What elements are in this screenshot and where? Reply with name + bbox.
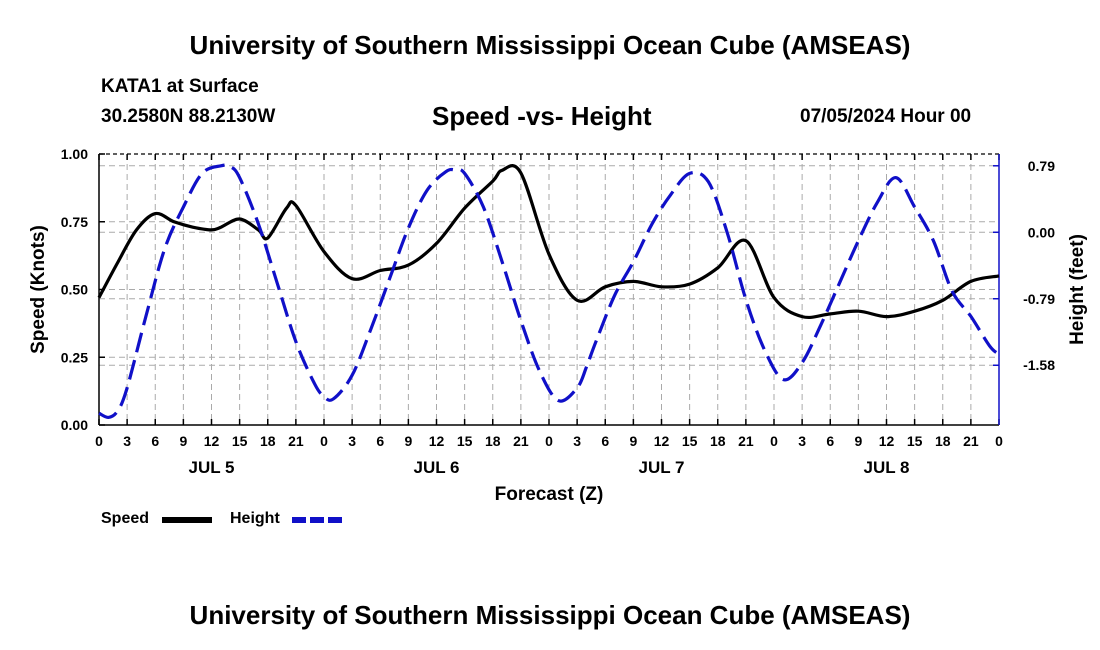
y-axis-title: Speed (Knots) — [28, 225, 49, 354]
day-label: JUL 7 — [639, 458, 685, 477]
page-title: University of Southern Mississippi Ocean… — [189, 30, 911, 60]
speed-series-line — [97, 164, 1000, 320]
y2-tick-label: -0.79 — [1023, 291, 1055, 307]
y2-tick-label: 0.00 — [1028, 224, 1055, 240]
x-tick-label: 3 — [123, 433, 131, 449]
x-tick-label: 18 — [710, 433, 726, 449]
x-tick-label: 6 — [601, 433, 609, 449]
x-tick-label: 18 — [260, 433, 276, 449]
x-tick-label: 15 — [682, 433, 698, 449]
x-tick-label: 15 — [232, 433, 248, 449]
x-tick-label: 21 — [513, 433, 529, 449]
x-tick-label: 21 — [963, 433, 979, 449]
x-tick-label: 15 — [907, 433, 923, 449]
x-tick-label: 3 — [348, 433, 356, 449]
x-tick-label: 9 — [404, 433, 412, 449]
x-tick-label: 3 — [573, 433, 581, 449]
x-tick-label: 6 — [151, 433, 159, 449]
page-title-repeat: University of Southern Mississippi Ocean… — [189, 600, 911, 630]
day-label: JUL 6 — [414, 458, 460, 477]
x-tick-label: 12 — [879, 433, 895, 449]
station-name: KATA1 at Surface — [101, 76, 259, 97]
y-tick-label: 0.25 — [61, 349, 88, 365]
y-tick-label: 0.75 — [61, 214, 88, 230]
x-axis-title: Forecast (Z) — [495, 484, 604, 505]
x-tick-label: 12 — [204, 433, 220, 449]
x-tick-label: 21 — [288, 433, 304, 449]
x-tick-label: 9 — [179, 433, 187, 449]
speed-height-chart: 0 3 6 9 12 15 18 21 0 3 6 9 12 15 18 21 0 3 6 9 12 15 18 21 0 3 6 9… — [28, 146, 1088, 505]
chart-title: Speed -vs- Height — [432, 101, 652, 131]
height-series-line — [98, 163, 1001, 420]
legend-height-swatch — [292, 517, 342, 523]
x-tick-label: 6 — [376, 433, 384, 449]
day-label: JUL 5 — [189, 458, 235, 477]
legend-speed-label: Speed — [101, 510, 150, 527]
x-tick-label: 0 — [95, 433, 103, 449]
forecast-date: 07/05/2024 Hour 00 — [800, 106, 972, 127]
x-tick-label: 0 — [545, 433, 553, 449]
station-coordinates: 30.2580N 88.2130W — [101, 106, 276, 127]
y-tick-label: 0.50 — [61, 282, 88, 298]
x-tick-label: 12 — [429, 433, 445, 449]
y2-tick-label: -1.58 — [1023, 357, 1055, 373]
x-tick-label: 12 — [654, 433, 670, 449]
x-tick-label: 9 — [854, 433, 862, 449]
legend-speed-swatch — [162, 517, 212, 523]
x-tick-label: 9 — [629, 433, 637, 449]
day-label: JUL 8 — [864, 458, 910, 477]
y2-tick-label: 0.79 — [1028, 158, 1055, 174]
x-tick-label: 15 — [457, 433, 473, 449]
x-tick-label: 0 — [770, 433, 778, 449]
x-tick-label: 6 — [826, 433, 834, 449]
legend-height-label: Height — [230, 510, 280, 527]
x-tick-label: 18 — [935, 433, 951, 449]
x-tick-label: 0 — [320, 433, 328, 449]
x-tick-label: 0 — [995, 433, 1003, 449]
y2-axis-title: Height (feet) — [1067, 234, 1088, 345]
y-tick-label: 1.00 — [61, 146, 88, 162]
x-tick-label: 18 — [485, 433, 501, 449]
x-tick-label: 21 — [738, 433, 754, 449]
y-tick-label: 0.00 — [61, 417, 88, 433]
x-tick-label: 3 — [798, 433, 806, 449]
